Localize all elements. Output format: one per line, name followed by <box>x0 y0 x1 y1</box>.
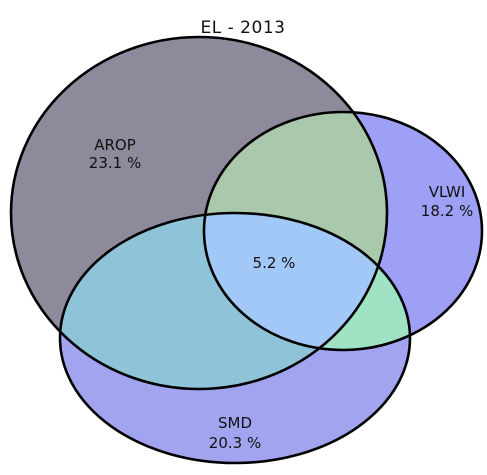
smd-set-name: SMD <box>218 414 252 432</box>
vlwi-set-value: 18.2 % <box>421 202 473 220</box>
smd-set-value: 20.3 % <box>209 434 261 452</box>
intersection-value: 5.2 % <box>253 254 296 272</box>
arop-set-name: AROP <box>94 136 136 154</box>
arop-set-outline <box>9 35 389 391</box>
vlwi-set-outline <box>202 110 484 352</box>
diagram-title: EL - 2013 <box>201 18 286 38</box>
vlwi-set-name: VLWI <box>429 183 466 201</box>
arop-set-value: 23.1 % <box>89 154 141 172</box>
smd-set-outline <box>58 211 412 465</box>
